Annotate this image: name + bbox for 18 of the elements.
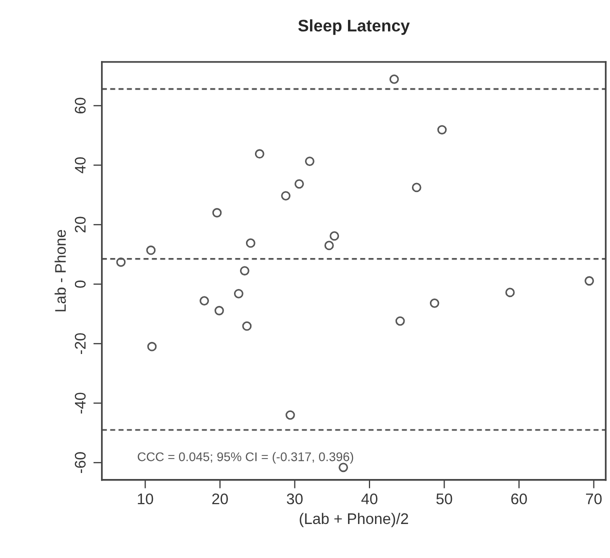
y-tick-label: 20	[74, 216, 86, 232]
annotation: CCC = 0.045; 95% CI = (-0.317, 0.396)	[138, 452, 354, 464]
y-axis-title: Lab - Phone	[54, 230, 66, 312]
y-tick-label: 40	[74, 157, 86, 174]
x-tick-label: 30	[286, 493, 303, 504]
x-tick-label: 10	[138, 493, 154, 504]
y-tick-label: -40	[74, 392, 86, 414]
x-tick-label: 50	[436, 493, 452, 504]
x-tick-label: 20	[212, 493, 228, 504]
x-tick-label: 40	[361, 493, 378, 504]
y-tick-label: -20	[74, 333, 86, 354]
x-tick-label: 60	[511, 493, 527, 504]
y-tick-label: -60	[74, 452, 86, 473]
y-tick-label: 0	[74, 280, 86, 288]
x-tick-label: 70	[586, 493, 602, 504]
y-tick-label: 60	[74, 98, 86, 114]
chart-title: Sleep Latency	[298, 19, 410, 35]
x-axis-title: (Lab + Phone)/2	[300, 512, 408, 528]
